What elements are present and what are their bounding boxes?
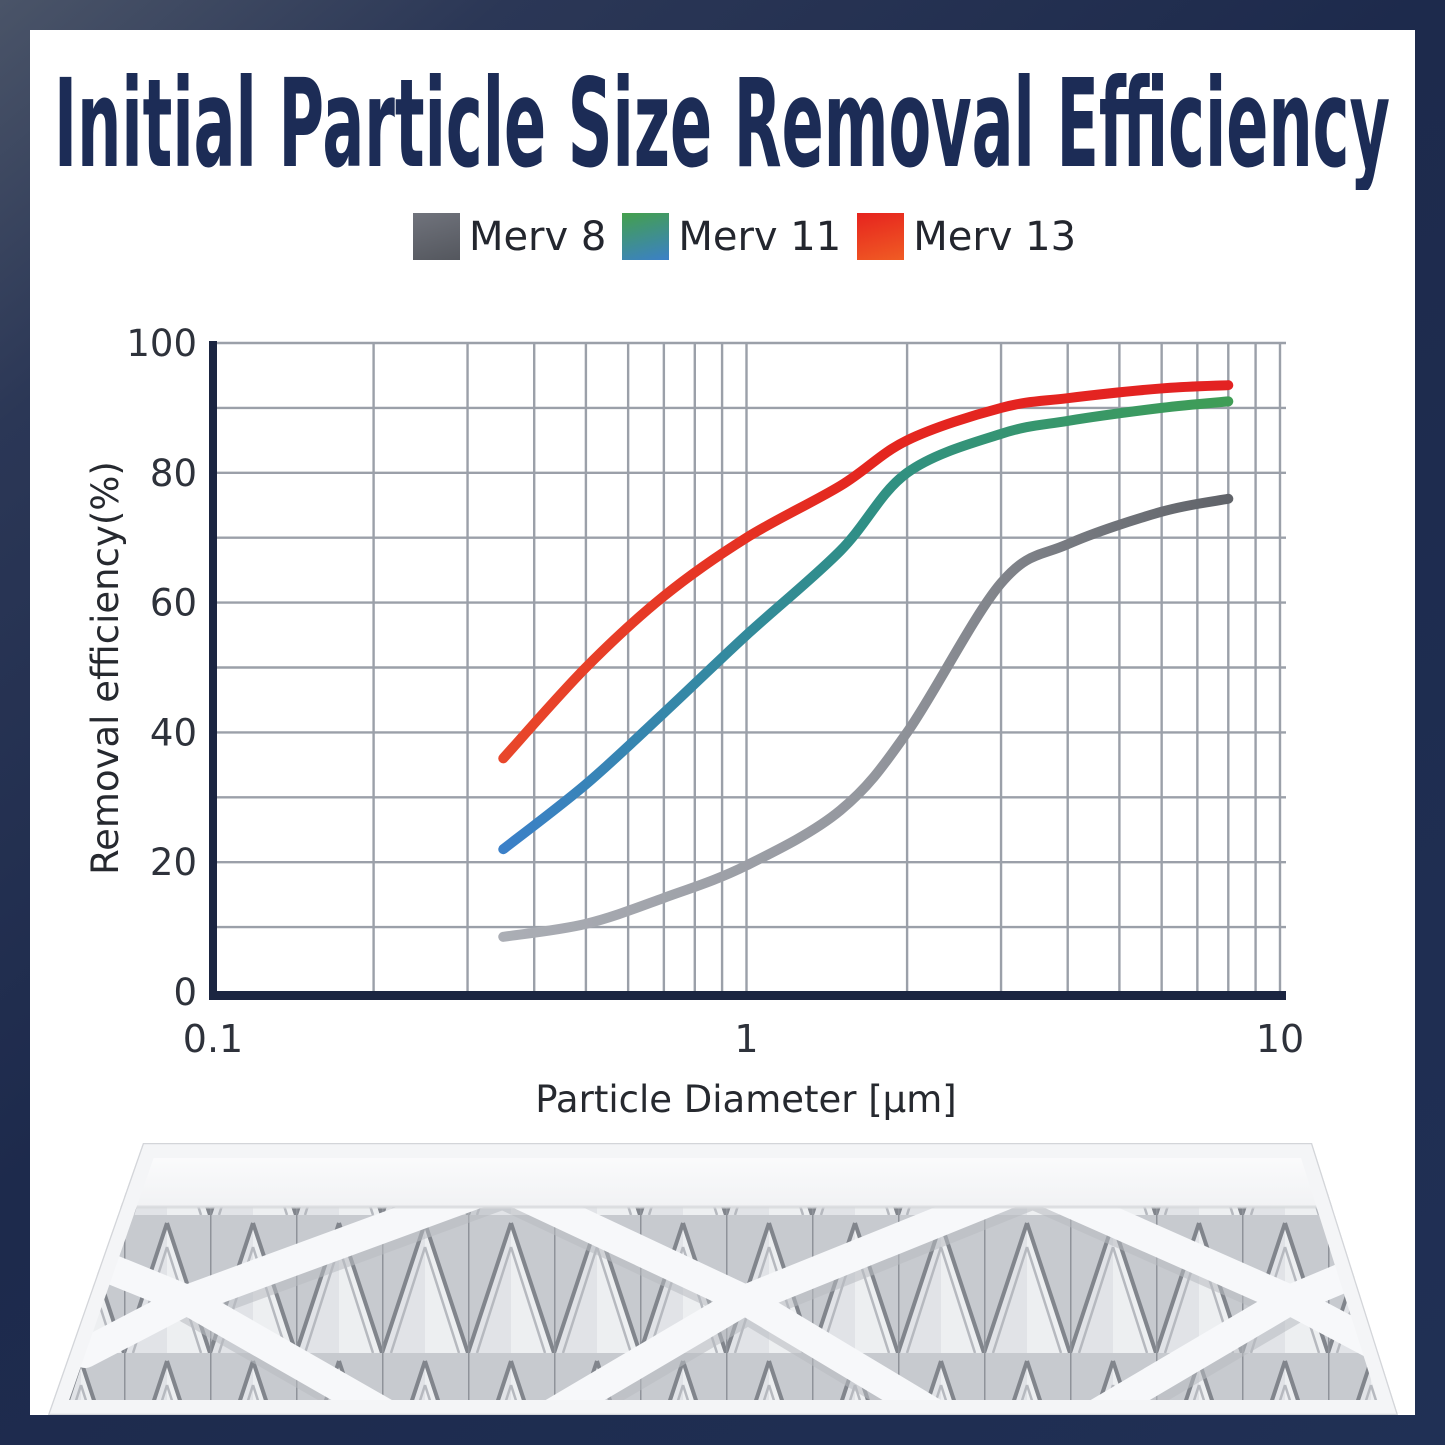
legend-swatch xyxy=(412,213,460,260)
x-axis-line xyxy=(209,991,1286,1000)
legend-label: Merv 13 xyxy=(913,213,1077,260)
page-title: Initial Particle Size Removal Efficiency xyxy=(54,60,1390,190)
legend-item-merv-13: Merv 13 xyxy=(857,213,1076,260)
content-panel: Initial Particle Size Removal Efficiency… xyxy=(30,30,1415,1415)
x-tick-label: 1 xyxy=(734,1017,758,1061)
legend-swatch xyxy=(857,213,905,260)
x-tick-label: 10 xyxy=(1256,1017,1304,1061)
y-tick-label: 60 xyxy=(150,582,197,625)
filter-body xyxy=(48,1143,1398,1415)
y-tick-label: 100 xyxy=(126,322,197,365)
legend-item-merv-8: Merv 8 xyxy=(412,213,607,260)
filter-outline xyxy=(48,1143,1398,1415)
legend-item-merv-11: Merv 11 xyxy=(622,213,841,260)
air-filter-image xyxy=(48,1143,1398,1415)
series-curve-merv-13 xyxy=(498,380,1234,764)
x-tick-label: 0.1 xyxy=(183,1017,243,1061)
legend-label: Merv 8 xyxy=(468,213,607,260)
title-area: Initial Particle Size Removal Efficiency xyxy=(54,60,1390,190)
y-tick-label: 0 xyxy=(173,971,197,1014)
x-axis-label: Particle Diameter [μm] xyxy=(535,1078,956,1121)
chart-legend: Merv 8 Merv 11 Merv 13 xyxy=(52,213,1415,260)
y-axis-line xyxy=(209,341,217,996)
ticks-layer: 0 20 40 60 80 100 0.1 1 10 xyxy=(126,322,1304,1061)
series-curve-merv-11 xyxy=(498,396,1234,855)
legend-label: Merv 11 xyxy=(678,213,842,260)
y-tick-label: 20 xyxy=(150,841,197,884)
y-axis-label: Removal efficiency(%) xyxy=(84,461,127,875)
series-curve-merv-8 xyxy=(498,493,1234,942)
axis-layer xyxy=(209,341,1286,1000)
y-tick-label: 80 xyxy=(150,452,197,495)
series-layer xyxy=(498,380,1234,942)
efficiency-line-chart: 0 20 40 60 80 100 0.1 1 10 Removal efficiency(%)… xyxy=(84,322,1304,1121)
filter-frame-top xyxy=(124,1143,1332,1207)
y-tick-label: 40 xyxy=(150,711,197,754)
grid-layer xyxy=(213,341,1286,992)
legend-swatch xyxy=(622,213,670,260)
